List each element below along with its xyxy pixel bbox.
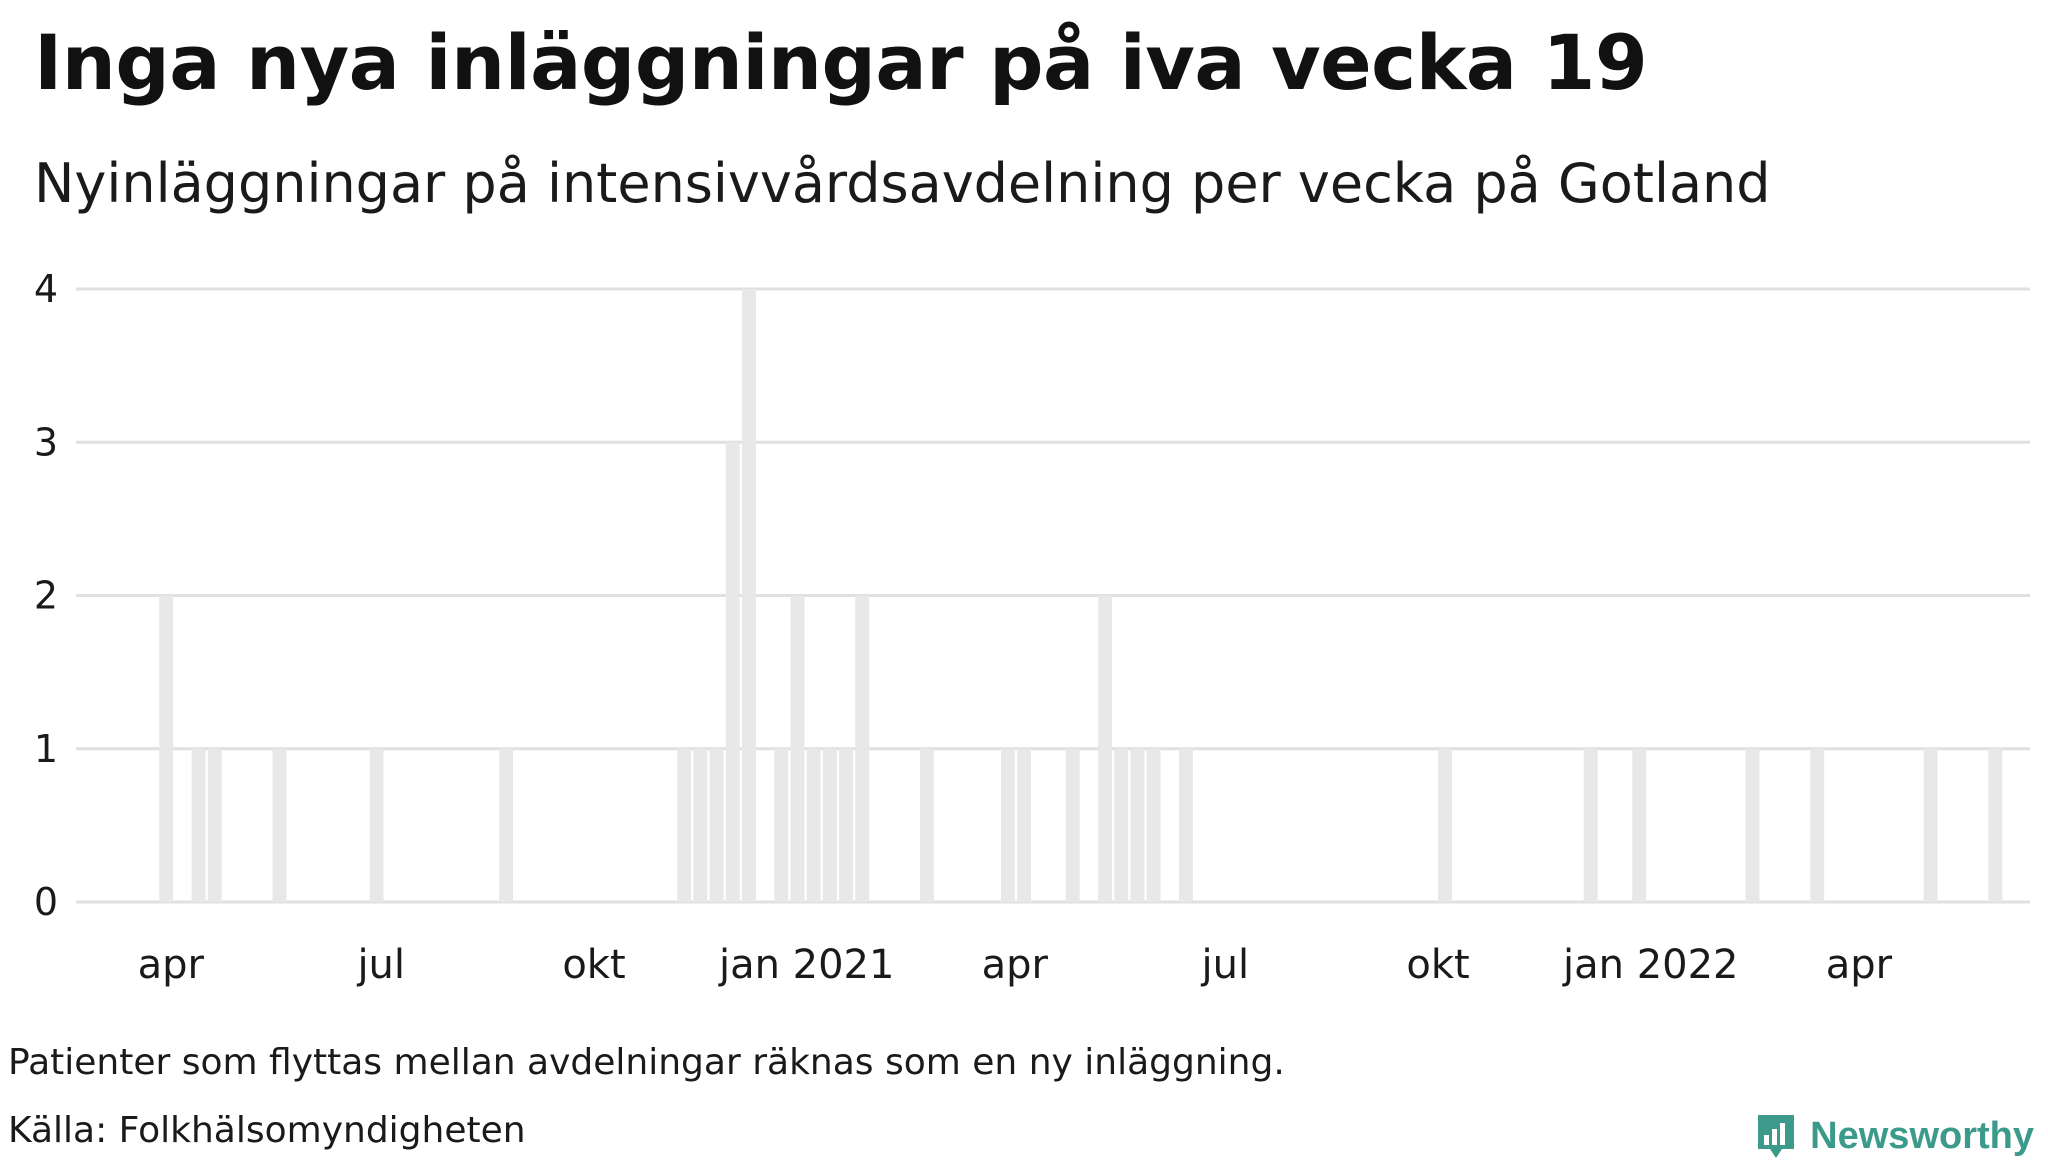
bar-2021-03-29 — [1000, 748, 1015, 902]
x-tick-label: jul — [1200, 942, 1249, 988]
bar-2020-12-28 — [790, 595, 805, 902]
chart-title: Inga nya inläggningar på iva vecka 19 — [34, 18, 1648, 107]
x-tick-label: apr — [138, 942, 205, 988]
bar-2020-03-30 — [159, 595, 174, 902]
y-tick-label: 2 — [34, 574, 58, 618]
x-tick-label: jan 2021 — [718, 942, 895, 988]
bar-2020-05-18 — [272, 748, 287, 902]
y-axis-ticks: 0 1 2 3 4 — [34, 267, 58, 924]
bar-2020-11-23 — [709, 748, 724, 902]
bar-2020-11-30 — [725, 442, 740, 902]
bar-2022-05-02 — [1923, 748, 1938, 902]
bar-2021-02-22 — [920, 748, 934, 902]
bar-2021-12-27 — [1632, 748, 1647, 902]
bar-2021-01-04 — [806, 748, 821, 902]
bar-2021-01-25 — [855, 595, 870, 902]
brand-logo[interactable]: Newsworthy — [1754, 1110, 2034, 1162]
y-tick-label: 4 — [34, 267, 58, 311]
x-tick-label: apr — [1826, 942, 1893, 988]
bar-2021-05-31 — [1146, 748, 1161, 902]
x-tick-label: jul — [356, 942, 405, 988]
source-credit: Källa: Folkhälsomyndigheten — [8, 1110, 526, 1151]
bar-2022-02-14 — [1745, 748, 1760, 902]
x-tick-label: apr — [982, 942, 1049, 988]
bar-2021-06-14 — [1179, 748, 1193, 902]
bar-2021-10-04 — [1437, 748, 1452, 902]
x-tick-label: okt — [562, 942, 625, 988]
bar-2020-04-20 — [207, 748, 222, 902]
footnote: Patienter som flyttas mellan avdelningar… — [8, 1042, 1285, 1083]
gridlines — [76, 287, 2030, 904]
bar-2021-05-10 — [1098, 595, 1112, 902]
bar-2020-11-16 — [693, 748, 708, 902]
bar-2021-12-06 — [1583, 748, 1598, 902]
bar-2022-03-14 — [1810, 748, 1825, 902]
chart-subtitle: Nyinläggningar på intensivvårdsavdelning… — [34, 152, 1771, 215]
x-axis-ticks: apr jul okt jan 2021 apr jul okt jan 2022 apr — [138, 942, 1893, 988]
x-tick-label: okt — [1406, 942, 1469, 988]
bar-2021-05-24 — [1130, 748, 1145, 902]
x-tick-label: jan 2022 — [1562, 942, 1739, 988]
newsworthy-logo-icon — [1758, 1115, 1795, 1158]
bars — [159, 289, 2003, 902]
bar-2020-04-13 — [191, 748, 206, 902]
y-tick-label: 3 — [34, 420, 58, 464]
bar-2020-12-21 — [774, 748, 789, 902]
y-tick-label: 0 — [34, 880, 58, 924]
bar-2022-05-30 — [1988, 748, 2003, 902]
bar-2021-01-18 — [839, 748, 853, 902]
bar-2021-01-11 — [822, 748, 837, 902]
bar-2020-06-29 — [369, 748, 384, 902]
bar-2021-04-26 — [1065, 748, 1080, 902]
bar-2020-08-24 — [499, 748, 514, 902]
brand-name: Newsworthy — [1810, 1114, 2034, 1157]
bar-2021-04-05 — [1017, 748, 1032, 902]
bar-2020-12-07 — [741, 289, 756, 902]
bar-chart: 0 1 2 3 4 apr jul okt jan 2021 apr jul okt jan 2022… — [34, 267, 2030, 988]
y-tick-label: 1 — [34, 727, 58, 771]
bar-2021-05-17 — [1114, 748, 1129, 902]
bar-2020-11-09 — [677, 748, 692, 902]
